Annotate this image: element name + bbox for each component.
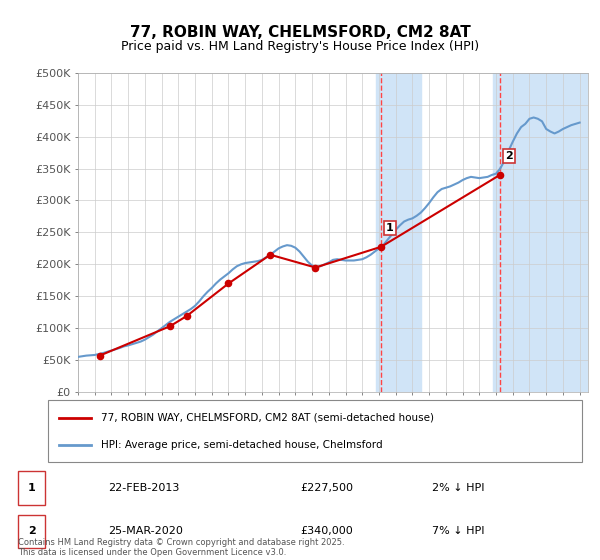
Text: HPI: Average price, semi-detached house, Chelmsford: HPI: Average price, semi-detached house,… xyxy=(101,440,383,450)
Text: 77, ROBIN WAY, CHELMSFORD, CM2 8AT: 77, ROBIN WAY, CHELMSFORD, CM2 8AT xyxy=(130,25,470,40)
Text: £340,000: £340,000 xyxy=(300,526,353,536)
Text: Price paid vs. HM Land Registry's House Price Index (HPI): Price paid vs. HM Land Registry's House … xyxy=(121,40,479,53)
Point xyxy=(376,242,386,251)
Text: 7% ↓ HPI: 7% ↓ HPI xyxy=(432,526,485,536)
Text: £227,500: £227,500 xyxy=(300,483,353,493)
Point xyxy=(311,263,320,272)
Text: 22-FEB-2013: 22-FEB-2013 xyxy=(108,483,179,493)
Point xyxy=(224,279,233,288)
Text: 1: 1 xyxy=(28,483,35,493)
Text: 2: 2 xyxy=(505,151,512,161)
Point xyxy=(495,170,505,179)
Bar xyxy=(493,73,588,392)
Point xyxy=(182,311,191,320)
Text: 25-MAR-2020: 25-MAR-2020 xyxy=(108,526,183,536)
Text: 1: 1 xyxy=(386,223,394,233)
FancyBboxPatch shape xyxy=(48,400,582,462)
Text: Contains HM Land Registry data © Crown copyright and database right 2025.
This d: Contains HM Land Registry data © Crown c… xyxy=(18,538,344,557)
Text: 2: 2 xyxy=(28,526,35,536)
Point xyxy=(165,322,175,331)
Point xyxy=(95,351,104,360)
Point xyxy=(265,250,275,259)
Bar xyxy=(376,73,421,392)
FancyBboxPatch shape xyxy=(18,472,45,505)
Text: 2% ↓ HPI: 2% ↓ HPI xyxy=(432,483,485,493)
Text: 77, ROBIN WAY, CHELMSFORD, CM2 8AT (semi-detached house): 77, ROBIN WAY, CHELMSFORD, CM2 8AT (semi… xyxy=(101,413,434,423)
FancyBboxPatch shape xyxy=(18,515,45,548)
